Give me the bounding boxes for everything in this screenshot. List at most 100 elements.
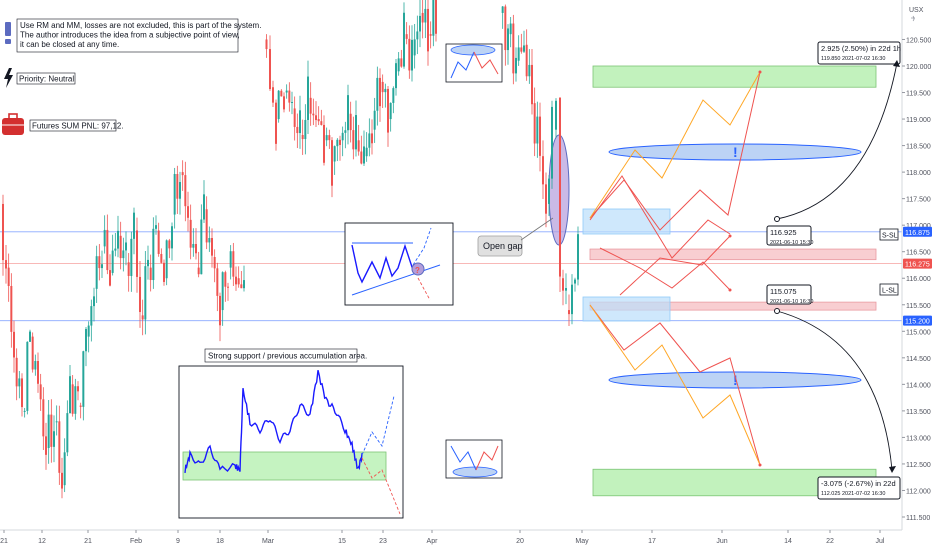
candle-body — [411, 39, 413, 71]
candle-body — [176, 174, 179, 199]
mini-inset-bottom — [445, 439, 503, 479]
candle-body — [296, 126, 299, 134]
disclaimer-line: it can be closed at any time. — [20, 40, 119, 49]
inset-question-bubble — [411, 262, 425, 276]
candle-body — [331, 140, 333, 186]
candle-body — [317, 119, 320, 122]
candle-body — [336, 139, 339, 147]
mini-inset-top — [445, 43, 503, 83]
x-tick-label: 15 — [338, 538, 346, 545]
target-ellipse — [608, 143, 862, 161]
support-title: Strong support / previous accumulation a… — [208, 352, 367, 361]
briefcase-icon — [2, 118, 24, 135]
x-tick-label: 9 — [176, 538, 180, 545]
open-gap-label: Open gap — [477, 217, 554, 257]
candle-body — [237, 278, 240, 285]
candle-body — [419, 15, 421, 32]
candle-body — [82, 351, 85, 407]
x-tick-label: 23 — [379, 538, 387, 545]
candle-body — [275, 102, 277, 144]
candle-body — [130, 238, 133, 276]
candle-body — [269, 49, 271, 90]
candle-body — [381, 81, 384, 93]
candle-body — [427, 8, 429, 52]
projection-paths — [589, 70, 762, 467]
candle-body — [379, 77, 381, 107]
candle-body — [79, 405, 82, 407]
candle-body — [224, 272, 227, 287]
candle-body — [187, 206, 189, 218]
x-axis[interactable]: 21 12 21 Feb 9 18 Mar 15 23 Apr 20 May 17 Jun 14 22 Jul — [0, 529, 902, 545]
candle-body — [5, 260, 7, 269]
projection-up-red — [589, 71, 761, 231]
candle-body — [387, 88, 389, 133]
triangle-inset: ? — [344, 222, 454, 306]
candle-body — [149, 267, 152, 281]
candle-body — [106, 229, 109, 271]
y-tick-label: 113.500 — [906, 409, 931, 416]
anchor-dot — [774, 216, 780, 222]
y-tick-label: 112.500 — [906, 462, 931, 469]
candle-body — [528, 64, 531, 77]
lightning-icon — [4, 68, 13, 88]
candle-body — [152, 228, 155, 281]
arrow-head — [728, 234, 732, 238]
y-axis[interactable]: 120.500 120.000 119.500 119.000 118.500 118.0… — [901, 0, 932, 530]
candle-body — [363, 146, 365, 164]
candle-body — [219, 295, 221, 326]
candle-body — [574, 279, 576, 284]
price-badge — [903, 258, 932, 269]
candle-body — [34, 361, 37, 370]
candle-body — [548, 178, 550, 204]
candle-body — [533, 103, 536, 144]
inset-price — [351, 243, 414, 284]
candle-body — [360, 151, 363, 164]
y-tick-label: 113.000 — [906, 435, 931, 442]
annotations: 2.925 (2.50%) in 22d 1h 119.850 2021-07-0… — [2, 18, 901, 519]
candle-body — [189, 219, 192, 248]
callout-box — [766, 225, 812, 246]
y-tick-label: 115.000 — [906, 329, 931, 336]
candle-body — [208, 238, 211, 243]
candle-body — [312, 113, 315, 116]
candle-body — [147, 259, 149, 267]
mini-blue — [450, 445, 477, 471]
candle-body — [181, 172, 184, 176]
candle-body — [18, 378, 21, 387]
candle-body — [114, 248, 117, 251]
candle-body — [352, 130, 355, 150]
candle-body — [144, 266, 147, 320]
candle-body — [227, 286, 229, 288]
candle-body — [320, 121, 323, 125]
callout-top-target: 2.925 (2.50%) in 22d 1h 119.850 2021-07-0… — [817, 41, 901, 65]
candle-body — [111, 250, 114, 273]
candle-body — [397, 58, 400, 72]
candle-body — [325, 135, 328, 141]
candle-body — [101, 264, 103, 269]
candle-body — [103, 229, 106, 247]
callout-text: 112.025 2021-07-02 16:30 — [821, 491, 885, 497]
support-zone — [182, 451, 387, 481]
candle-body — [53, 431, 55, 447]
callout-text: 115.075 — [770, 287, 797, 296]
candle-body — [568, 310, 570, 315]
price-badge-label: 116.875 — [905, 230, 930, 237]
candle-body — [307, 76, 309, 120]
x-tick-label: Feb — [130, 538, 142, 545]
candle-body — [155, 225, 157, 229]
disclaimer-note: Use RM and MM, losses are not excluded, … — [5, 18, 261, 53]
pnl-note: Futures SUM PNL: 97,12. — [2, 113, 124, 135]
priority-note: Priority: Neutral — [4, 68, 76, 88]
candle-body — [395, 63, 397, 89]
candle-body — [15, 357, 18, 387]
callout-text: 116.925 — [770, 228, 797, 237]
candle-body — [559, 97, 561, 277]
candle-body — [21, 378, 23, 408]
currency-label: USX — [909, 7, 924, 14]
candle-body — [197, 267, 200, 275]
candle-body — [139, 276, 141, 313]
candle-body — [42, 399, 45, 437]
candle-body — [221, 272, 224, 311]
candle-body — [77, 386, 79, 392]
